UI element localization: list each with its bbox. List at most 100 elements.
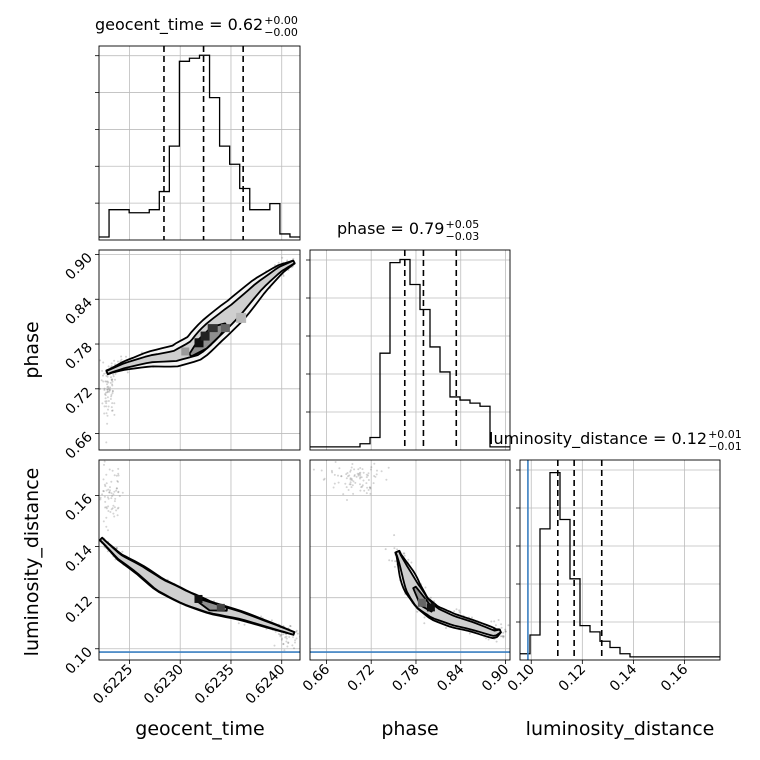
posterior-sample [111, 392, 114, 395]
x-tick-label-geocent_time: 0.6235 [192, 662, 238, 708]
posterior-sample [103, 412, 106, 415]
posterior-sample [106, 388, 109, 391]
posterior-sample [105, 473, 108, 476]
x-tick-label-phase: 0.72 [345, 662, 378, 695]
title-minus: −0.01 [708, 440, 742, 453]
posterior-sample [113, 500, 116, 503]
posterior-sample [334, 461, 337, 463]
axes-frame [519, 459, 721, 661]
posterior-sample [388, 559, 391, 562]
posterior-sample [107, 365, 110, 368]
posterior-sample [349, 469, 352, 472]
posterior-sample [115, 509, 118, 512]
posterior-sample [293, 647, 295, 650]
posterior-sample [103, 405, 106, 408]
posterior-sample [283, 649, 286, 652]
posterior-sample [99, 498, 102, 501]
posterior-sample [105, 482, 108, 485]
posterior-sample [105, 400, 108, 403]
posterior-sample [113, 515, 116, 518]
posterior-sample [103, 389, 106, 391]
posterior-sample [294, 641, 296, 644]
posterior-sample [107, 488, 110, 491]
histogram-phase [306, 249, 511, 451]
posterior-sample [113, 490, 116, 493]
x-tick-label-luminosity_distance: 0.12 [556, 662, 589, 695]
posterior-sample [117, 490, 120, 493]
posterior-sample [105, 405, 108, 408]
posterior-sample [109, 386, 112, 389]
title-minus: −0.03 [445, 230, 479, 243]
posterior-sample [120, 451, 122, 453]
posterior-sample [105, 507, 108, 510]
posterior-sample [353, 475, 356, 478]
posterior-sample [365, 482, 368, 485]
posterior-sample [277, 633, 280, 635]
posterior-sample [361, 484, 364, 487]
posterior-sample [358, 472, 361, 475]
posterior-sample [369, 468, 372, 471]
posterior-sample [351, 484, 354, 487]
posterior-sample [107, 400, 110, 402]
posterior-sample [110, 395, 113, 398]
x-tick-label-phase: 0.78 [389, 662, 422, 695]
posterior-sample [295, 637, 298, 640]
posterior-sample [355, 475, 358, 478]
posterior-sample [356, 472, 359, 475]
posterior-sample [504, 630, 507, 633]
posterior-sample [366, 486, 369, 489]
histogram-geocent_time-background [99, 46, 300, 240]
posterior-sample [113, 413, 116, 416]
posterior-sample [357, 474, 360, 477]
posterior-sample [287, 641, 290, 644]
posterior-sample [361, 485, 364, 488]
posterior-sample [344, 482, 347, 485]
posterior-sample [102, 490, 105, 492]
posterior-sample [115, 489, 118, 492]
posterior-sample [243, 623, 246, 626]
posterior-sample [367, 489, 370, 491]
posterior-sample [104, 500, 107, 503]
posterior-sample [295, 629, 298, 632]
contour-level [99, 536, 296, 636]
posterior-sample [285, 635, 288, 638]
y-tick-label-phase: 0.90 [62, 250, 95, 283]
posterior-sample [101, 402, 104, 405]
posterior-sample [107, 497, 110, 500]
posterior-sample [112, 375, 115, 378]
posterior-sample [373, 462, 376, 465]
posterior-sample [107, 510, 110, 512]
posterior-sample [350, 486, 353, 489]
title-plus: +0.05 [445, 218, 479, 231]
x-axis-label-geocent-time: geocent_time [135, 718, 264, 740]
posterior-sample [108, 390, 111, 393]
posterior-sample [424, 586, 427, 589]
posterior-sample [103, 463, 105, 466]
posterior-sample [102, 374, 104, 377]
posterior-sample [106, 383, 108, 386]
posterior-sample [260, 615, 263, 618]
posterior-sample [363, 489, 366, 492]
posterior-sample [111, 380, 114, 383]
posterior-sample [387, 466, 390, 469]
posterior-sample [107, 381, 110, 384]
posterior-sample [107, 408, 109, 411]
posterior-sample [359, 471, 362, 474]
posterior-sample [110, 378, 113, 381]
axes-frame [98, 459, 301, 661]
posterior-sample [362, 479, 365, 482]
posterior-sample [116, 547, 119, 550]
posterior-sample [106, 388, 109, 391]
posterior-sample [423, 622, 426, 625]
posterior-sample [357, 468, 360, 471]
posterior-sample [345, 486, 348, 489]
posterior-sample [111, 409, 114, 412]
posterior-sample [104, 400, 107, 403]
posterior-sample [289, 625, 292, 628]
posterior-sample [110, 480, 113, 483]
posterior-sample [121, 491, 124, 494]
posterior-sample [101, 493, 104, 496]
posterior-sample [352, 480, 355, 483]
posterior-sample [350, 477, 353, 480]
posterior-sample [349, 481, 352, 484]
